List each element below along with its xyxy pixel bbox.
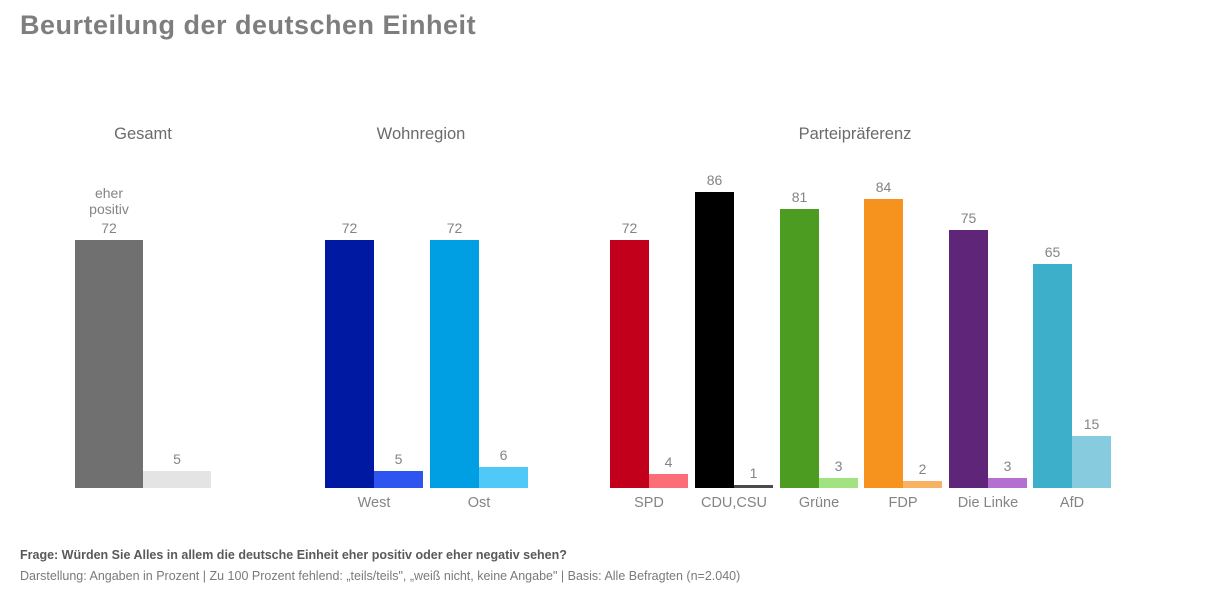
bar-segment bbox=[75, 240, 143, 488]
footer-note: Darstellung: Angaben in Prozent | Zu 100… bbox=[20, 569, 741, 583]
bar-value-label: 2 bbox=[918, 461, 927, 477]
bar-segment bbox=[864, 199, 903, 488]
bar-column-positive: 65 bbox=[1033, 244, 1072, 488]
bar-group-grüne: 81 3 Grüne bbox=[780, 189, 858, 511]
bar-value-label: 75 bbox=[960, 210, 977, 226]
bar-value-label: 3 bbox=[1003, 458, 1012, 474]
bar-segment bbox=[430, 240, 479, 488]
bar-value-label: 4 bbox=[664, 454, 673, 470]
bar-value-label: 86 bbox=[706, 172, 723, 188]
bar-value-label: 81 bbox=[791, 189, 808, 205]
category-label-spd: SPD bbox=[634, 495, 664, 511]
bar-value-label: 15 bbox=[1083, 416, 1100, 432]
section-title-wohnregion: Wohnregion bbox=[376, 125, 466, 143]
bar-column-secondary: 3 bbox=[988, 458, 1027, 488]
bar-segment bbox=[1072, 436, 1111, 488]
bar-column-secondary: 6 bbox=[479, 447, 528, 488]
bar-column-secondary: 5 bbox=[143, 451, 211, 488]
bar-column-secondary: 3 bbox=[819, 458, 858, 488]
footer-question: Frage: Würden Sie Alles in allem die deu… bbox=[20, 548, 567, 562]
bar-group-ost: 72 6 Ost bbox=[430, 220, 528, 511]
bar-column-positive: 72 bbox=[325, 220, 374, 488]
bar-segment bbox=[734, 485, 773, 488]
bar-column-secondary: 1 bbox=[734, 465, 773, 488]
category-label-grüne: Grüne bbox=[798, 495, 840, 511]
bar-group-cdu-csu: 86 1 CDU,CSU bbox=[695, 172, 773, 511]
category-label-fdp: FDP bbox=[888, 495, 918, 511]
bar-value-label: 72 bbox=[101, 220, 117, 236]
bar-column-positive: 75 bbox=[949, 210, 988, 488]
bar-segment bbox=[903, 481, 942, 488]
category-label-afd: AfD bbox=[1059, 495, 1085, 511]
bar-column-secondary: 15 bbox=[1072, 416, 1111, 488]
bar-column-positive: 84 bbox=[864, 179, 903, 488]
bar-segment bbox=[949, 230, 988, 488]
category-label-cdu-csu: CDU,CSU bbox=[700, 495, 768, 511]
bar-segment bbox=[695, 192, 734, 488]
bar-column-secondary: 5 bbox=[374, 451, 423, 488]
bar-value-label: 3 bbox=[834, 458, 843, 474]
bar-segment bbox=[1033, 264, 1072, 488]
category-label-ost: Ost bbox=[467, 495, 491, 511]
bar-value-label: 72 bbox=[621, 220, 638, 236]
bar-column-positive: 81 bbox=[780, 189, 819, 488]
bar-segment bbox=[780, 209, 819, 488]
bar-column-secondary: 2 bbox=[903, 461, 942, 488]
bar-column-secondary: 4 bbox=[649, 454, 688, 488]
page-title: Beurteilung der deutschen Einheit bbox=[20, 10, 477, 40]
bar-value-label: 1 bbox=[749, 465, 758, 481]
bar-segment bbox=[479, 467, 528, 488]
section-title-gesamt: Gesamt bbox=[114, 125, 172, 143]
bar-value-label: 5 bbox=[394, 451, 403, 467]
bar-segment bbox=[649, 474, 688, 488]
category-label-west: West bbox=[357, 495, 391, 511]
bar-group-afd: 65 15 AfD bbox=[1033, 244, 1111, 511]
bar-column-positive: 86 bbox=[695, 172, 734, 488]
bar-segment bbox=[819, 478, 858, 488]
section-title-parteipräferenz: Parteipräferenz bbox=[798, 125, 912, 143]
bar-value-label: 84 bbox=[875, 179, 892, 195]
bar-value-label: 6 bbox=[499, 447, 508, 463]
series-label-positive: eher positiv bbox=[89, 184, 129, 218]
bar-group-die-linke: 75 3 Die Linke bbox=[949, 210, 1027, 511]
bar-segment bbox=[988, 478, 1027, 488]
bar-value-label: 72 bbox=[341, 220, 358, 236]
bar-value-label: 5 bbox=[173, 451, 181, 467]
bar-group-gesamt: eher positiv 72 5 bbox=[75, 185, 211, 488]
bar-segment bbox=[374, 471, 423, 488]
bar-segment bbox=[143, 471, 211, 488]
bar-value-label: 72 bbox=[446, 220, 463, 236]
bar-value-label: 65 bbox=[1044, 244, 1061, 260]
bar-column-positive: eher positiv 72 bbox=[75, 185, 143, 488]
bar-segment bbox=[325, 240, 374, 488]
bar-column-positive: 72 bbox=[610, 220, 649, 488]
bar-column-positive: 72 bbox=[430, 220, 479, 488]
bar-segment bbox=[610, 240, 649, 488]
bar-group-spd: 72 4 SPD bbox=[610, 220, 688, 511]
category-label-die-linke: Die Linke bbox=[957, 495, 1019, 511]
bar-group-fdp: 84 2 FDP bbox=[864, 179, 942, 511]
bar-group-west: 72 5 West bbox=[325, 220, 423, 511]
